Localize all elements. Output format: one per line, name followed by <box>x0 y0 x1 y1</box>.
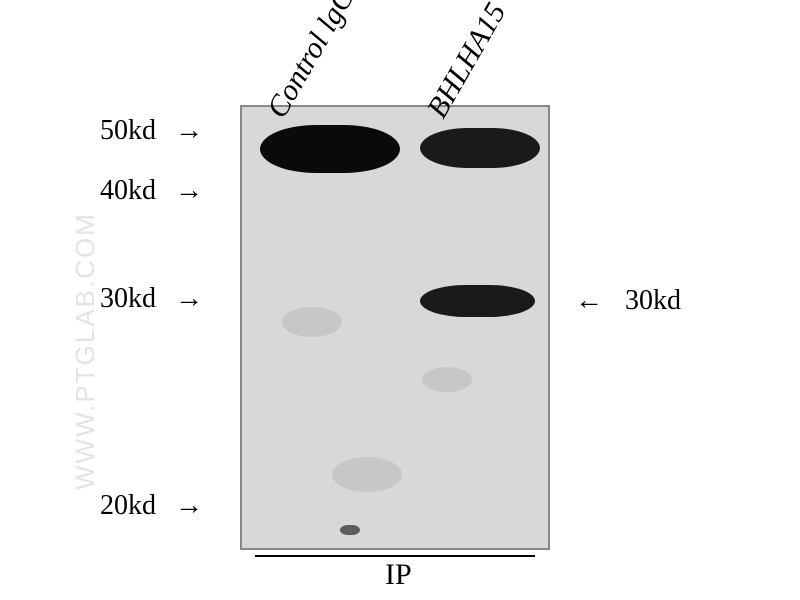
mw-text-50: 50kd <box>100 115 156 146</box>
figure-container: WWW.PTGLAB.COM 50kd → 40kd → 30kd → 20kd… <box>0 0 800 600</box>
arrow-40: → <box>175 175 203 207</box>
mw-label-20: 20kd <box>100 490 156 522</box>
band-faint-bottom <box>340 525 360 535</box>
arrow-20: → <box>175 490 203 522</box>
mw-label-50: 50kd <box>100 115 156 147</box>
arrow-result: ← <box>575 285 603 317</box>
result-band-label: 30kd <box>625 285 681 317</box>
mw-label-40: 40kd <box>100 175 156 207</box>
blot-smudge <box>422 367 472 392</box>
mw-text-30: 30kd <box>100 283 156 314</box>
mw-text-40: 40kd <box>100 175 156 206</box>
blot-membrane <box>240 105 550 550</box>
blot-smudge <box>332 457 402 492</box>
mw-text-20: 20kd <box>100 490 156 521</box>
result-text: 30kd <box>625 285 681 316</box>
blot-smudge <box>282 307 342 337</box>
watermark-text: WWW.PTGLAB.COM <box>70 212 101 490</box>
band-sample-50kd <box>420 128 540 168</box>
band-sample-30kd <box>420 285 535 317</box>
mw-label-30: 30kd <box>100 283 156 315</box>
arrow-30: → <box>175 283 203 315</box>
arrow-50: → <box>175 115 203 147</box>
ip-underline <box>255 555 535 557</box>
ip-label: IP <box>385 558 412 592</box>
band-control-50kd <box>260 125 400 173</box>
